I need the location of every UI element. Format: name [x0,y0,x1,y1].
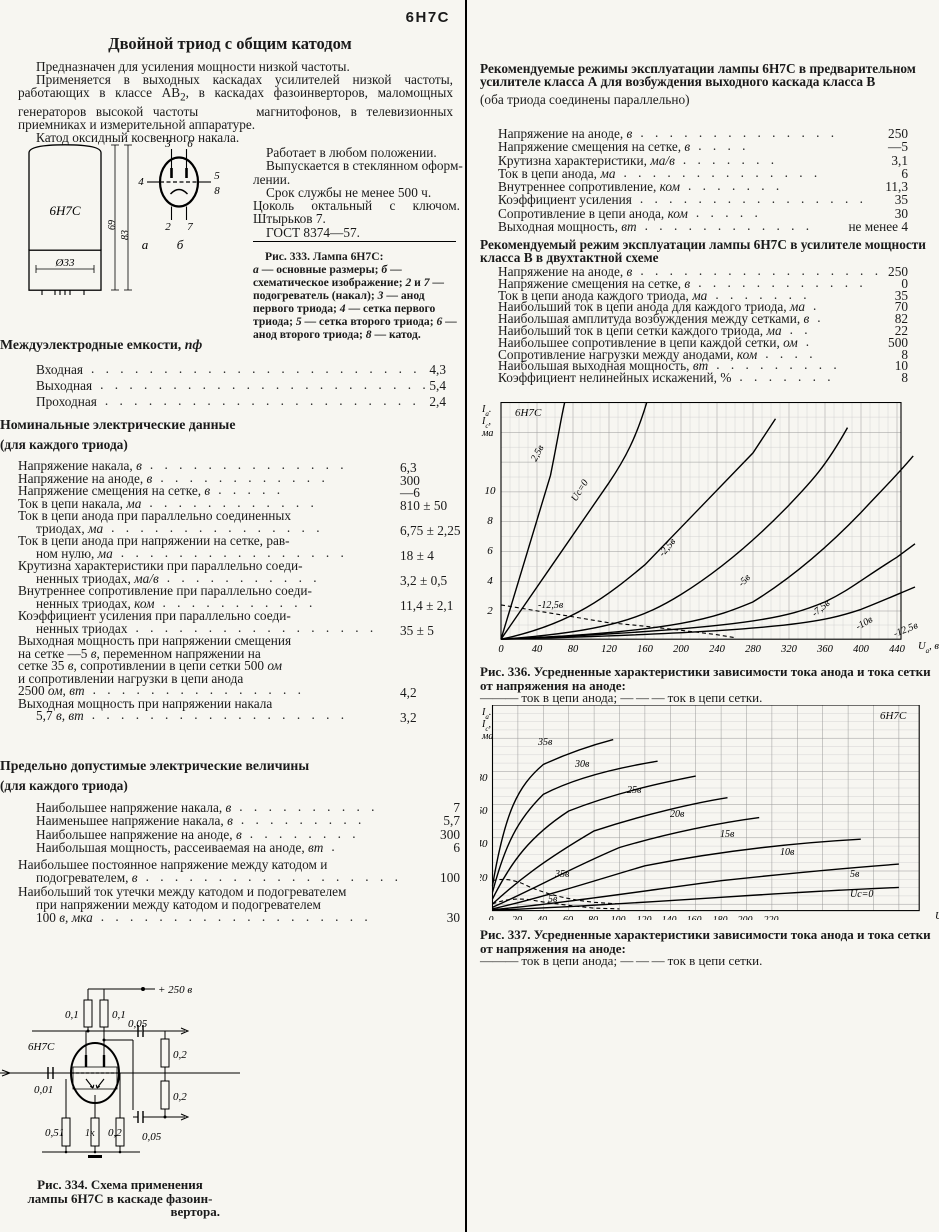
svg-text:83: 83 [120,230,131,240]
svg-text:80: 80 [588,915,598,920]
svg-text:6: 6 [187,140,193,150]
svg-text:0,2: 0,2 [173,1091,187,1103]
svg-text:120: 120 [637,915,652,920]
svg-text:0: 0 [498,644,504,655]
svg-text:160: 160 [687,915,702,920]
svg-text:40: 40 [480,838,488,850]
svg-text:-12,5в: -12,5в [892,620,920,640]
svg-text:35в: 35в [537,737,553,748]
svg-text:220: 220 [764,915,779,920]
svg-text:360: 360 [816,644,834,655]
svg-text:100: 100 [611,915,626,920]
svg-text:-7,5в: -7,5в [810,597,833,619]
svg-text:0,2: 0,2 [173,1049,187,1061]
svg-text:6Н7С: 6Н7С [880,710,907,722]
svg-text:200: 200 [738,915,753,920]
svg-text:10в: 10в [780,847,795,858]
svg-text:160: 160 [637,644,654,655]
svg-text:30в: 30в [574,759,590,770]
svg-text:0,05: 0,05 [142,1131,162,1143]
svg-text:2: 2 [165,221,171,233]
svg-text:6Н7С: 6Н7С [28,1041,55,1053]
svg-text:7: 7 [187,221,193,233]
svg-text:3: 3 [164,140,171,150]
svg-text:2: 2 [487,605,493,617]
svg-text:0,1: 0,1 [112,1009,126,1021]
svg-text:б: б [177,237,184,252]
svg-text:4: 4 [487,575,493,587]
svg-text:0,2: 0,2 [108,1127,122,1139]
svg-text:20: 20 [480,872,488,884]
svg-text:120: 120 [601,644,618,655]
svg-text:8: 8 [487,515,493,527]
svg-text:5в: 5в [850,869,860,880]
svg-text:69: 69 [107,220,118,230]
svg-text:-12,5в: -12,5в [538,600,564,611]
svg-text:Uс=0: Uс=0 [569,478,591,504]
svg-text:-2,5в: -2,5в [657,536,679,559]
svg-text:Ø33: Ø33 [55,257,75,269]
svg-text:-10в: -10в [854,614,875,633]
svg-text:Uс=0: Uс=0 [850,889,873,900]
svg-text:1к: 1к [85,1128,95,1139]
svg-text:240: 240 [709,644,726,655]
svg-text:0,01: 0,01 [34,1084,53,1096]
svg-text:80: 80 [568,644,579,655]
svg-text:60: 60 [563,915,573,920]
svg-text:0: 0 [489,915,494,920]
svg-text:200: 200 [673,644,690,655]
svg-text:2,5в: 2,5в [529,443,547,464]
svg-text:ма: ма [481,428,493,439]
svg-text:0,51: 0,51 [45,1127,64,1139]
svg-text:280: 280 [745,644,762,655]
svg-text:15в: 15в [720,829,735,840]
svg-text:10: 10 [485,485,497,497]
svg-text:+ 250 в: + 250 в [158,985,192,996]
svg-text:40: 40 [537,915,547,920]
svg-text:8: 8 [214,185,220,197]
svg-text:35в: 35в [554,869,570,880]
svg-text:60: 60 [480,805,488,817]
svg-text:6Н7С: 6Н7С [49,203,80,218]
svg-text:5в: 5в [548,894,558,905]
svg-text:5: 5 [214,170,220,182]
svg-text:180: 180 [713,915,728,920]
svg-text:20в: 20в [670,809,685,820]
svg-text:Uа, в: Uа, в [918,641,939,655]
svg-text:0,1: 0,1 [65,1009,79,1021]
svg-text:20: 20 [512,915,522,920]
svg-text:140: 140 [662,915,677,920]
svg-text:Uа, в: Uа, в [935,911,939,920]
svg-text:80: 80 [480,772,488,784]
svg-text:-5в: -5в [736,572,753,589]
svg-text:440: 440 [889,644,906,655]
svg-text:400: 400 [853,644,870,655]
svg-text:а: а [142,237,149,252]
svg-text:ма: ма [481,731,493,742]
svg-text:40: 40 [532,644,543,655]
svg-text:4: 4 [138,176,144,188]
svg-text:320: 320 [780,644,798,655]
svg-text:25в: 25в [627,785,642,796]
svg-text:6: 6 [487,545,493,557]
